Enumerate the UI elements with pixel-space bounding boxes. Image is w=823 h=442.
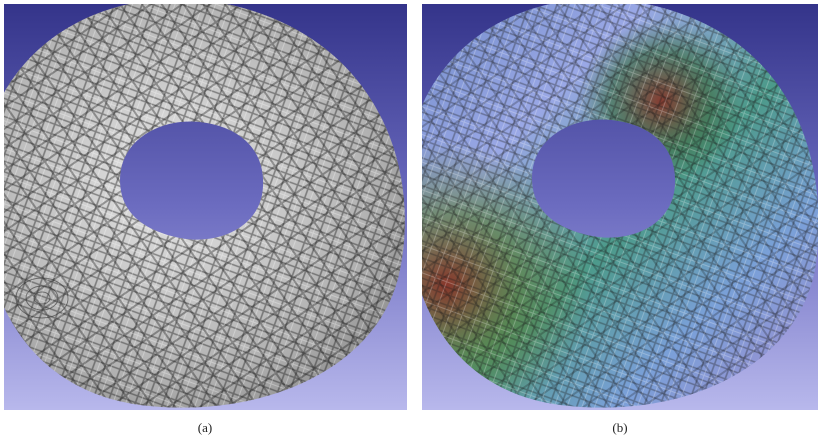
caption: (a)	[198, 420, 212, 435]
caption: (b)	[612, 420, 627, 435]
page: (a) (b) (() => { const data = JSON.parse…	[0, 0, 823, 442]
panel-a	[0, 0, 407, 410]
figure: (a) (b)	[0, 0, 823, 442]
panel-b	[405, 0, 819, 410]
